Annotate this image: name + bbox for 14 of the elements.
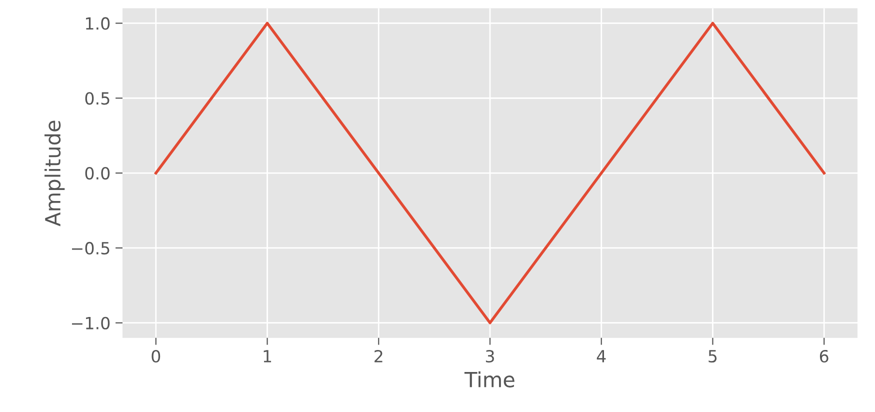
x-tick-label: 0 (152, 350, 160, 363)
y-tick-label: 0.0 (85, 167, 110, 180)
x-tick-label: 3 (486, 350, 494, 363)
x-tick-label: 6 (820, 350, 828, 363)
y-tick-label: 0.5 (85, 92, 110, 105)
y-tick-label: −0.5 (72, 242, 110, 255)
x-tick-label: 5 (708, 350, 717, 363)
y-axis-title: Amplitude (44, 120, 65, 226)
y-tick-label: −1.0 (72, 316, 110, 330)
x-axis-title: Time (464, 371, 514, 388)
x-tick-label: 2 (374, 350, 382, 362)
x-tick-label: 4 (596, 350, 606, 362)
x-tick-label: 1 (264, 350, 272, 362)
y-tick-label: 1.0 (86, 17, 110, 30)
